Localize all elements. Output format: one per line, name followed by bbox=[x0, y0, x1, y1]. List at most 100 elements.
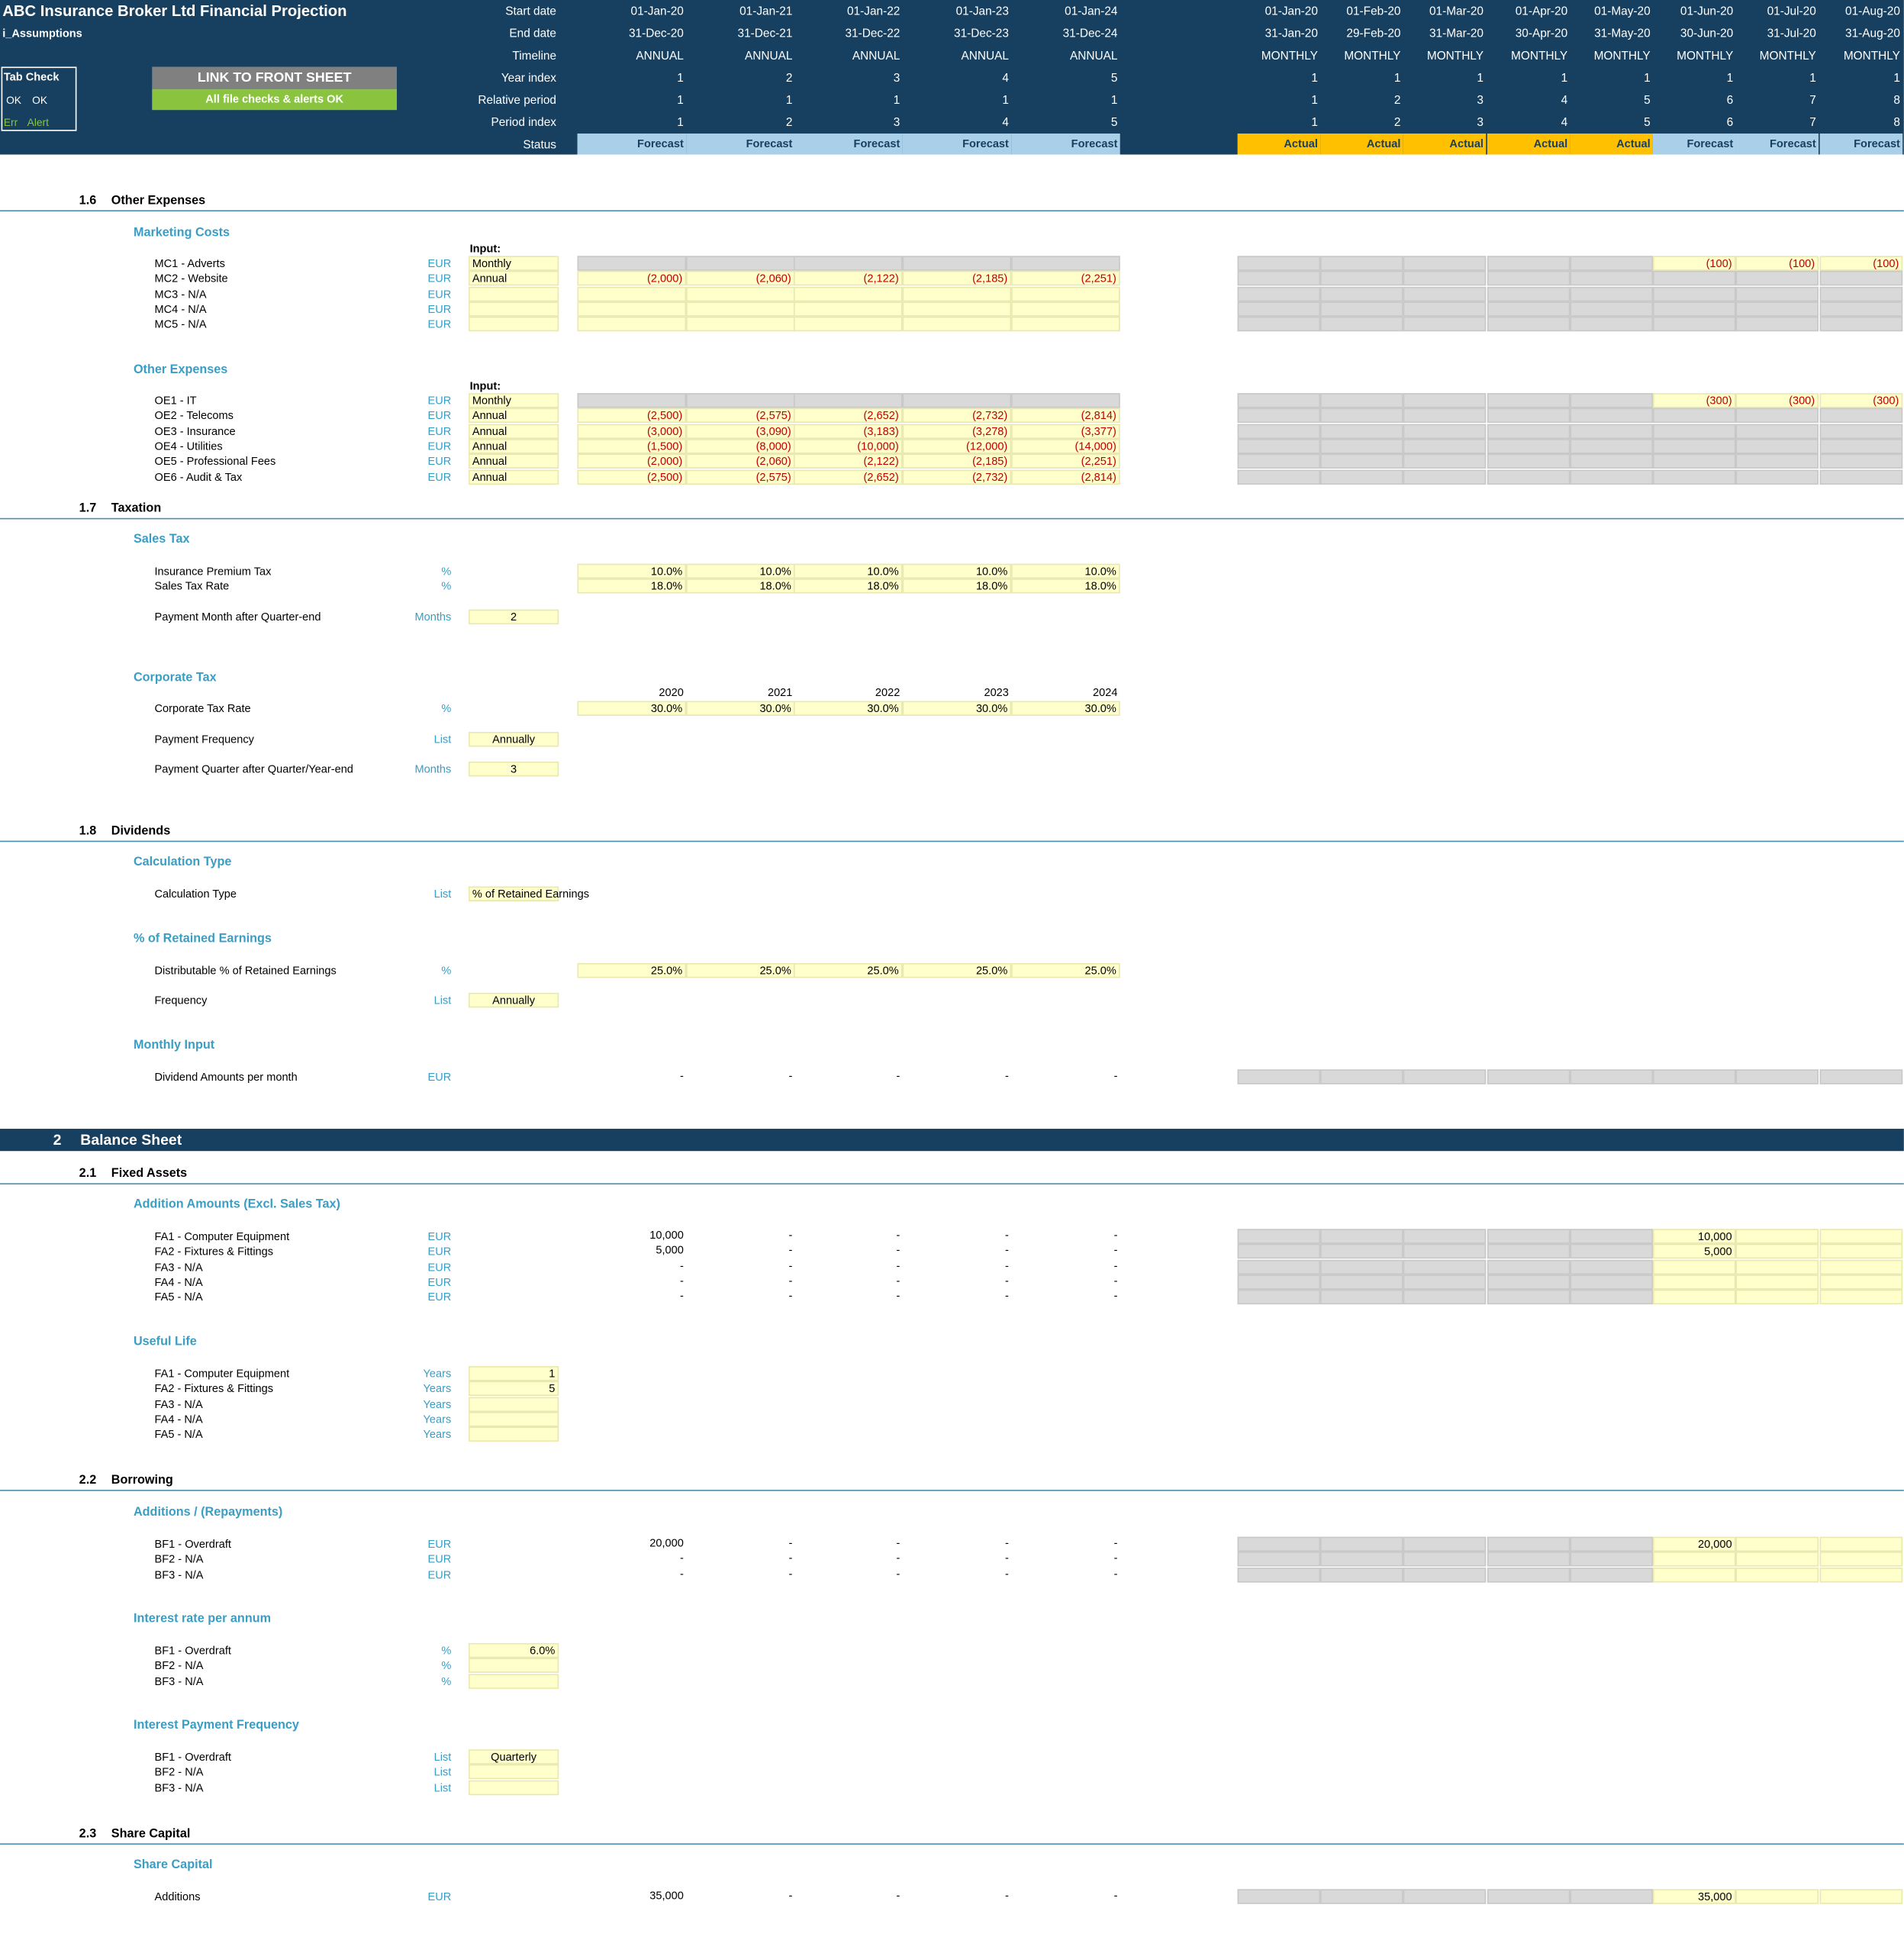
annual-value-cell[interactable] bbox=[577, 301, 687, 317]
input-cell[interactable]: Annually bbox=[468, 992, 559, 1008]
annual-value-cell[interactable]: (2,732) bbox=[902, 408, 1012, 424]
input-cell[interactable]: 3 bbox=[468, 761, 559, 777]
annual-value-cell[interactable]: (1,500) bbox=[577, 438, 687, 454]
annual-value-cell[interactable]: (3,090) bbox=[686, 424, 795, 439]
input-cell[interactable] bbox=[468, 286, 559, 301]
annual-value-cell[interactable]: (2,251) bbox=[1011, 453, 1120, 469]
monthly-forecast-input[interactable] bbox=[1735, 1536, 1819, 1552]
monthly-forecast-input[interactable] bbox=[1819, 1567, 1903, 1582]
monthly-forecast-input[interactable]: (300) bbox=[1652, 393, 1736, 408]
annual-value-cell[interactable] bbox=[1011, 286, 1120, 301]
annual-value-cell[interactable]: (2,122) bbox=[794, 453, 903, 469]
monthly-forecast-input[interactable]: (100) bbox=[1735, 256, 1819, 271]
monthly-forecast-input[interactable] bbox=[1819, 1889, 1903, 1904]
link-to-front-sheet-button[interactable]: LINK TO FRONT SHEET bbox=[152, 66, 398, 89]
annual-value-cell[interactable]: 18.0% bbox=[794, 578, 903, 594]
input-cell[interactable]: Annual bbox=[468, 424, 559, 439]
input-cell[interactable] bbox=[468, 1673, 559, 1689]
annual-value-cell[interactable] bbox=[686, 301, 795, 317]
annual-value-cell[interactable] bbox=[794, 286, 903, 301]
annual-value-cell[interactable]: (2,500) bbox=[577, 469, 687, 485]
annual-value-cell[interactable] bbox=[902, 317, 1012, 332]
input-cell[interactable]: Monthly bbox=[468, 256, 559, 271]
input-cell[interactable]: Monthly bbox=[468, 393, 559, 408]
annual-value-cell[interactable] bbox=[577, 317, 687, 332]
annual-value-cell[interactable]: (3,000) bbox=[577, 424, 687, 439]
annual-value-cell[interactable]: 30.0% bbox=[902, 701, 1012, 716]
monthly-forecast-input[interactable] bbox=[1652, 1275, 1736, 1290]
annual-value-cell[interactable]: 18.0% bbox=[902, 578, 1012, 594]
annual-value-cell[interactable] bbox=[577, 286, 687, 301]
input-cell[interactable]: 2 bbox=[468, 609, 559, 625]
annual-value-cell[interactable]: (2,500) bbox=[577, 408, 687, 424]
monthly-forecast-input[interactable] bbox=[1735, 1567, 1819, 1582]
annual-value-cell[interactable] bbox=[902, 286, 1012, 301]
input-cell[interactable] bbox=[468, 317, 559, 332]
annual-value-cell[interactable]: (14,000) bbox=[1011, 438, 1120, 454]
monthly-forecast-input[interactable] bbox=[1819, 1536, 1903, 1552]
monthly-forecast-input[interactable] bbox=[1819, 1552, 1903, 1568]
input-cell[interactable]: 1 bbox=[468, 1366, 559, 1381]
monthly-forecast-input[interactable]: 10,000 bbox=[1652, 1229, 1736, 1244]
input-cell[interactable] bbox=[468, 1426, 559, 1442]
monthly-forecast-input[interactable] bbox=[1735, 1552, 1819, 1568]
monthly-forecast-input[interactable]: 35,000 bbox=[1652, 1889, 1736, 1904]
annual-value-cell[interactable]: (12,000) bbox=[902, 438, 1012, 454]
input-cell[interactable]: Annual bbox=[468, 469, 559, 485]
annual-value-cell[interactable]: (2,185) bbox=[902, 271, 1012, 286]
annual-value-cell[interactable]: (2,122) bbox=[794, 271, 903, 286]
monthly-forecast-input[interactable] bbox=[1735, 1275, 1819, 1290]
monthly-forecast-input[interactable] bbox=[1819, 1259, 1903, 1275]
annual-value-cell[interactable]: 30.0% bbox=[686, 701, 795, 716]
annual-value-cell[interactable]: 18.0% bbox=[577, 578, 687, 594]
annual-value-cell[interactable]: (3,183) bbox=[794, 424, 903, 439]
annual-value-cell[interactable]: 18.0% bbox=[686, 578, 795, 594]
input-cell[interactable] bbox=[468, 301, 559, 317]
annual-value-cell[interactable]: (3,278) bbox=[902, 424, 1012, 439]
input-cell[interactable]: Annual bbox=[468, 438, 559, 454]
annual-value-cell[interactable]: (2,575) bbox=[686, 408, 795, 424]
annual-value-cell[interactable]: 25.0% bbox=[794, 962, 903, 978]
monthly-forecast-input[interactable]: 5,000 bbox=[1652, 1244, 1736, 1259]
annual-value-cell[interactable]: (2,185) bbox=[902, 453, 1012, 469]
monthly-forecast-input[interactable] bbox=[1819, 1289, 1903, 1305]
input-cell[interactable]: Annually bbox=[468, 732, 559, 747]
annual-value-cell[interactable]: (2,575) bbox=[686, 469, 795, 485]
monthly-forecast-input[interactable] bbox=[1735, 1889, 1819, 1904]
input-cell[interactable] bbox=[468, 1411, 559, 1427]
monthly-forecast-input[interactable] bbox=[1735, 1289, 1819, 1305]
annual-value-cell[interactable] bbox=[1011, 317, 1120, 332]
annual-value-cell[interactable]: 30.0% bbox=[1011, 701, 1120, 716]
annual-value-cell[interactable]: (10,000) bbox=[794, 438, 903, 454]
monthly-forecast-input[interactable]: (100) bbox=[1819, 256, 1903, 271]
input-cell[interactable]: Annual bbox=[468, 408, 559, 424]
monthly-forecast-input[interactable]: (300) bbox=[1819, 393, 1903, 408]
annual-value-cell[interactable] bbox=[686, 317, 795, 332]
monthly-forecast-input[interactable] bbox=[1735, 1229, 1819, 1244]
annual-value-cell[interactable]: 30.0% bbox=[794, 701, 903, 716]
annual-value-cell[interactable]: (8,000) bbox=[686, 438, 795, 454]
monthly-forecast-input[interactable] bbox=[1819, 1244, 1903, 1259]
monthly-forecast-input[interactable] bbox=[1652, 1259, 1736, 1275]
annual-value-cell[interactable] bbox=[686, 286, 795, 301]
annual-value-cell[interactable] bbox=[902, 301, 1012, 317]
monthly-forecast-input[interactable] bbox=[1652, 1552, 1736, 1568]
annual-value-cell[interactable]: 25.0% bbox=[1011, 962, 1120, 978]
annual-value-cell[interactable]: (2,652) bbox=[794, 469, 903, 485]
annual-value-cell[interactable]: 10.0% bbox=[794, 563, 903, 579]
annual-value-cell[interactable]: (2,060) bbox=[686, 453, 795, 469]
annual-value-cell[interactable]: 10.0% bbox=[1011, 563, 1120, 579]
input-cell[interactable]: 6.0% bbox=[468, 1642, 559, 1658]
input-cell[interactable]: Annual bbox=[468, 453, 559, 469]
monthly-forecast-input[interactable]: 20,000 bbox=[1652, 1536, 1736, 1552]
annual-value-cell[interactable] bbox=[794, 317, 903, 332]
input-cell[interactable] bbox=[468, 1396, 559, 1412]
annual-value-cell[interactable]: (2,814) bbox=[1011, 408, 1120, 424]
input-cell[interactable]: % of Retained Earnings bbox=[468, 886, 589, 901]
annual-value-cell[interactable]: 25.0% bbox=[686, 962, 795, 978]
annual-value-cell[interactable]: (2,251) bbox=[1011, 271, 1120, 286]
monthly-forecast-input[interactable]: (300) bbox=[1735, 393, 1819, 408]
monthly-forecast-input[interactable] bbox=[1735, 1244, 1819, 1259]
annual-value-cell[interactable]: 30.0% bbox=[577, 701, 687, 716]
annual-value-cell[interactable]: (3,377) bbox=[1011, 424, 1120, 439]
